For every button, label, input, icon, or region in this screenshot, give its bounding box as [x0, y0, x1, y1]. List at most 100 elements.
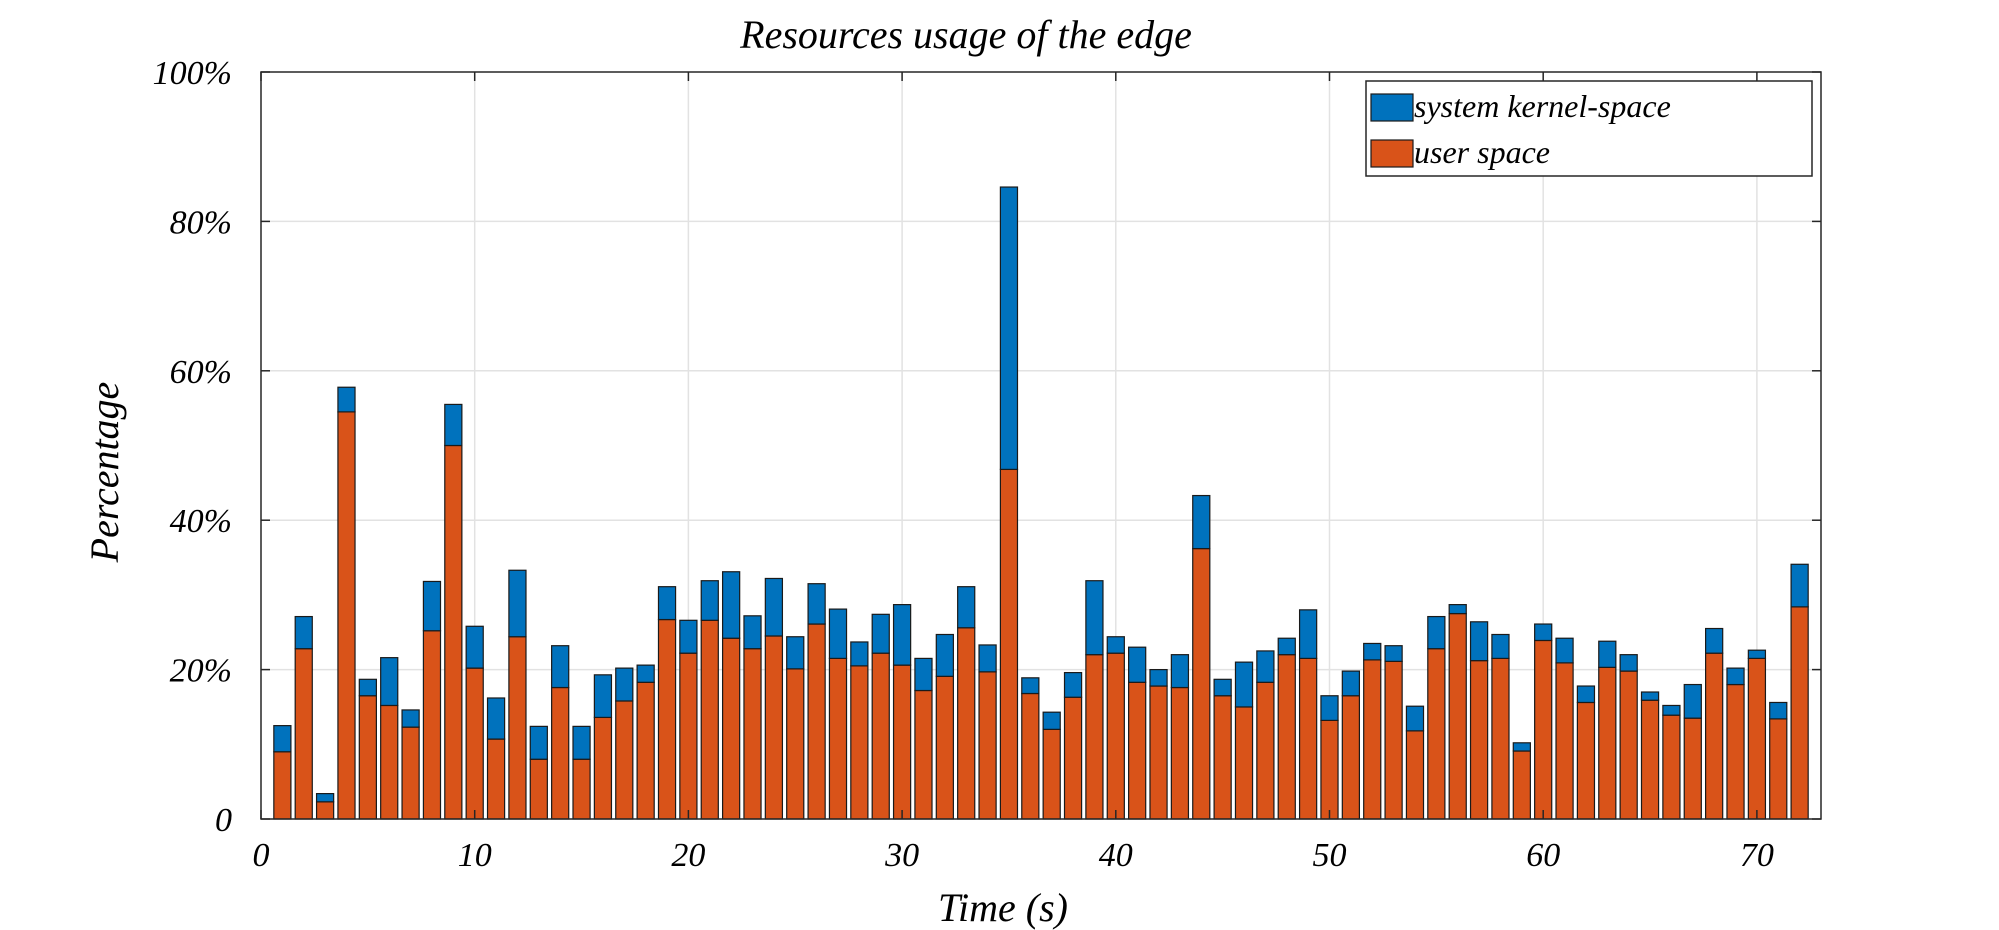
bar-system-kernel-space-t29 — [871, 613, 890, 654]
bar-system-kernel-space-t13 — [529, 725, 548, 760]
bar-user-space-t33 — [957, 627, 976, 820]
x-tick-label: 10 — [458, 837, 492, 874]
bar-system-kernel-space-t70 — [1747, 649, 1767, 659]
bar-user-space-t20 — [679, 652, 698, 820]
bar-user-space-t58 — [1491, 657, 1510, 820]
legend-label-user-space: user space — [1414, 134, 1550, 170]
bar-system-kernel-space-t47 — [1256, 650, 1275, 683]
bar-user-space-t55 — [1427, 648, 1446, 820]
bar-user-space-t34 — [978, 671, 997, 820]
chart-title: Resources usage of the edge — [739, 12, 1192, 57]
bar-user-space-t5 — [358, 695, 377, 820]
bar-system-kernel-space-t35 — [999, 186, 1019, 471]
bar-system-kernel-space-t36 — [1021, 677, 1040, 695]
bar-system-kernel-space-t25 — [786, 636, 805, 670]
bar-system-kernel-space-t63 — [1598, 640, 1617, 668]
bar-user-space-t45 — [1213, 695, 1232, 820]
bar-user-space-t30 — [892, 664, 912, 820]
bar-system-kernel-space-t40 — [1106, 636, 1125, 654]
bar-user-space-t50 — [1320, 719, 1339, 820]
bar-user-space-t37 — [1042, 728, 1061, 820]
bar-system-kernel-space-t67 — [1683, 683, 1702, 719]
bar-system-kernel-space-t64 — [1619, 654, 1638, 672]
bar-user-space-t26 — [807, 623, 826, 820]
bar-user-space-t1 — [273, 751, 292, 820]
bar-user-space-t57 — [1469, 660, 1489, 820]
bar-system-kernel-space-t59 — [1512, 742, 1531, 752]
bar-user-space-t17 — [615, 700, 634, 820]
bar-user-space-t38 — [1063, 696, 1083, 820]
bar-system-kernel-space-t10 — [465, 625, 484, 669]
bar-system-kernel-space-t17 — [615, 667, 634, 702]
bar-user-space-t52 — [1363, 659, 1382, 820]
bar-user-space-t4 — [337, 411, 356, 820]
bar-system-kernel-space-t22 — [721, 571, 741, 639]
bar-system-kernel-space-t49 — [1298, 609, 1318, 659]
y-axis-label: Percentage — [82, 382, 127, 564]
bar-user-space-t59 — [1512, 750, 1531, 820]
bar-user-space-t47 — [1256, 681, 1275, 820]
bar-system-kernel-space-t7 — [401, 709, 420, 728]
bar-system-kernel-space-t18 — [636, 664, 655, 683]
bar-user-space-t43 — [1170, 686, 1190, 820]
x-tick-label: 60 — [1526, 837, 1560, 874]
bar-user-space-t72 — [1790, 606, 1809, 820]
bar-user-space-t27 — [828, 657, 848, 820]
bar-user-space-t63 — [1598, 666, 1617, 820]
bar-user-space-t71 — [1769, 718, 1788, 820]
bar-system-kernel-space-t23 — [743, 615, 762, 650]
bar-user-space-t21 — [700, 619, 719, 820]
bar-system-kernel-space-t37 — [1042, 711, 1061, 730]
bar-user-space-t36 — [1021, 692, 1040, 820]
bar-system-kernel-space-t14 — [551, 645, 570, 689]
bar-system-kernel-space-t56 — [1448, 604, 1467, 615]
bar-user-space-t14 — [551, 686, 570, 820]
bar-user-space-t9 — [444, 444, 463, 820]
bar-user-space-t23 — [743, 648, 762, 820]
bar-user-space-t19 — [657, 618, 677, 820]
x-tick-label: 20 — [671, 837, 705, 874]
bar-system-kernel-space-t60 — [1534, 623, 1553, 642]
bar-system-kernel-space-t71 — [1769, 701, 1788, 720]
bar-system-kernel-space-t53 — [1384, 645, 1403, 662]
bar-system-kernel-space-t21 — [700, 580, 719, 621]
bar-system-kernel-space-t54 — [1405, 705, 1425, 732]
bar-system-kernel-space-t32 — [935, 633, 954, 677]
bar-system-kernel-space-t50 — [1320, 695, 1339, 721]
bar-system-kernel-space-t30 — [892, 604, 912, 666]
x-tick-label: 0 — [253, 837, 270, 874]
bar-system-kernel-space-t26 — [807, 583, 826, 625]
x-axis-label: Time (s) — [938, 885, 1068, 930]
bar-system-kernel-space-t1 — [273, 725, 292, 753]
bar-user-space-t48 — [1277, 654, 1296, 820]
x-tick-label: 70 — [1740, 837, 1774, 874]
bar-system-kernel-space-t19 — [657, 586, 677, 621]
bar-system-kernel-space-t8 — [422, 580, 442, 632]
bar-system-kernel-space-t27 — [828, 608, 848, 659]
bar-system-kernel-space-t31 — [914, 657, 933, 692]
bar-system-kernel-space-t24 — [764, 577, 784, 637]
legend-swatch-system-kernel-space — [1370, 93, 1414, 122]
bar-user-space-t8 — [422, 630, 442, 820]
bar-system-kernel-space-t45 — [1213, 678, 1232, 697]
bar-user-space-t15 — [572, 758, 591, 820]
bar-user-space-t46 — [1234, 706, 1254, 820]
bar-user-space-t11 — [486, 738, 506, 820]
bar-user-space-t56 — [1448, 612, 1467, 820]
bar-user-space-t66 — [1662, 714, 1681, 820]
axis-ticks: 0 10 20 30 40 50 60 70 0 20% 40% 60% 80% 100% — [153, 55, 1821, 874]
bar-user-space-t42 — [1149, 685, 1168, 820]
bar-system-kernel-space-t3 — [315, 793, 335, 803]
bar-system-kernel-space-t9 — [444, 403, 463, 447]
y-tick-label: 80% — [170, 204, 232, 241]
bar-system-kernel-space-t48 — [1277, 637, 1296, 656]
bar-system-kernel-space-t46 — [1234, 661, 1254, 708]
bar-system-kernel-space-t41 — [1128, 646, 1147, 683]
bar-system-kernel-space-t6 — [380, 657, 399, 707]
bar-user-space-t22 — [721, 637, 741, 820]
bar-user-space-t10 — [465, 667, 484, 820]
bar-user-space-t61 — [1555, 662, 1574, 820]
bar-user-space-t24 — [764, 635, 784, 820]
